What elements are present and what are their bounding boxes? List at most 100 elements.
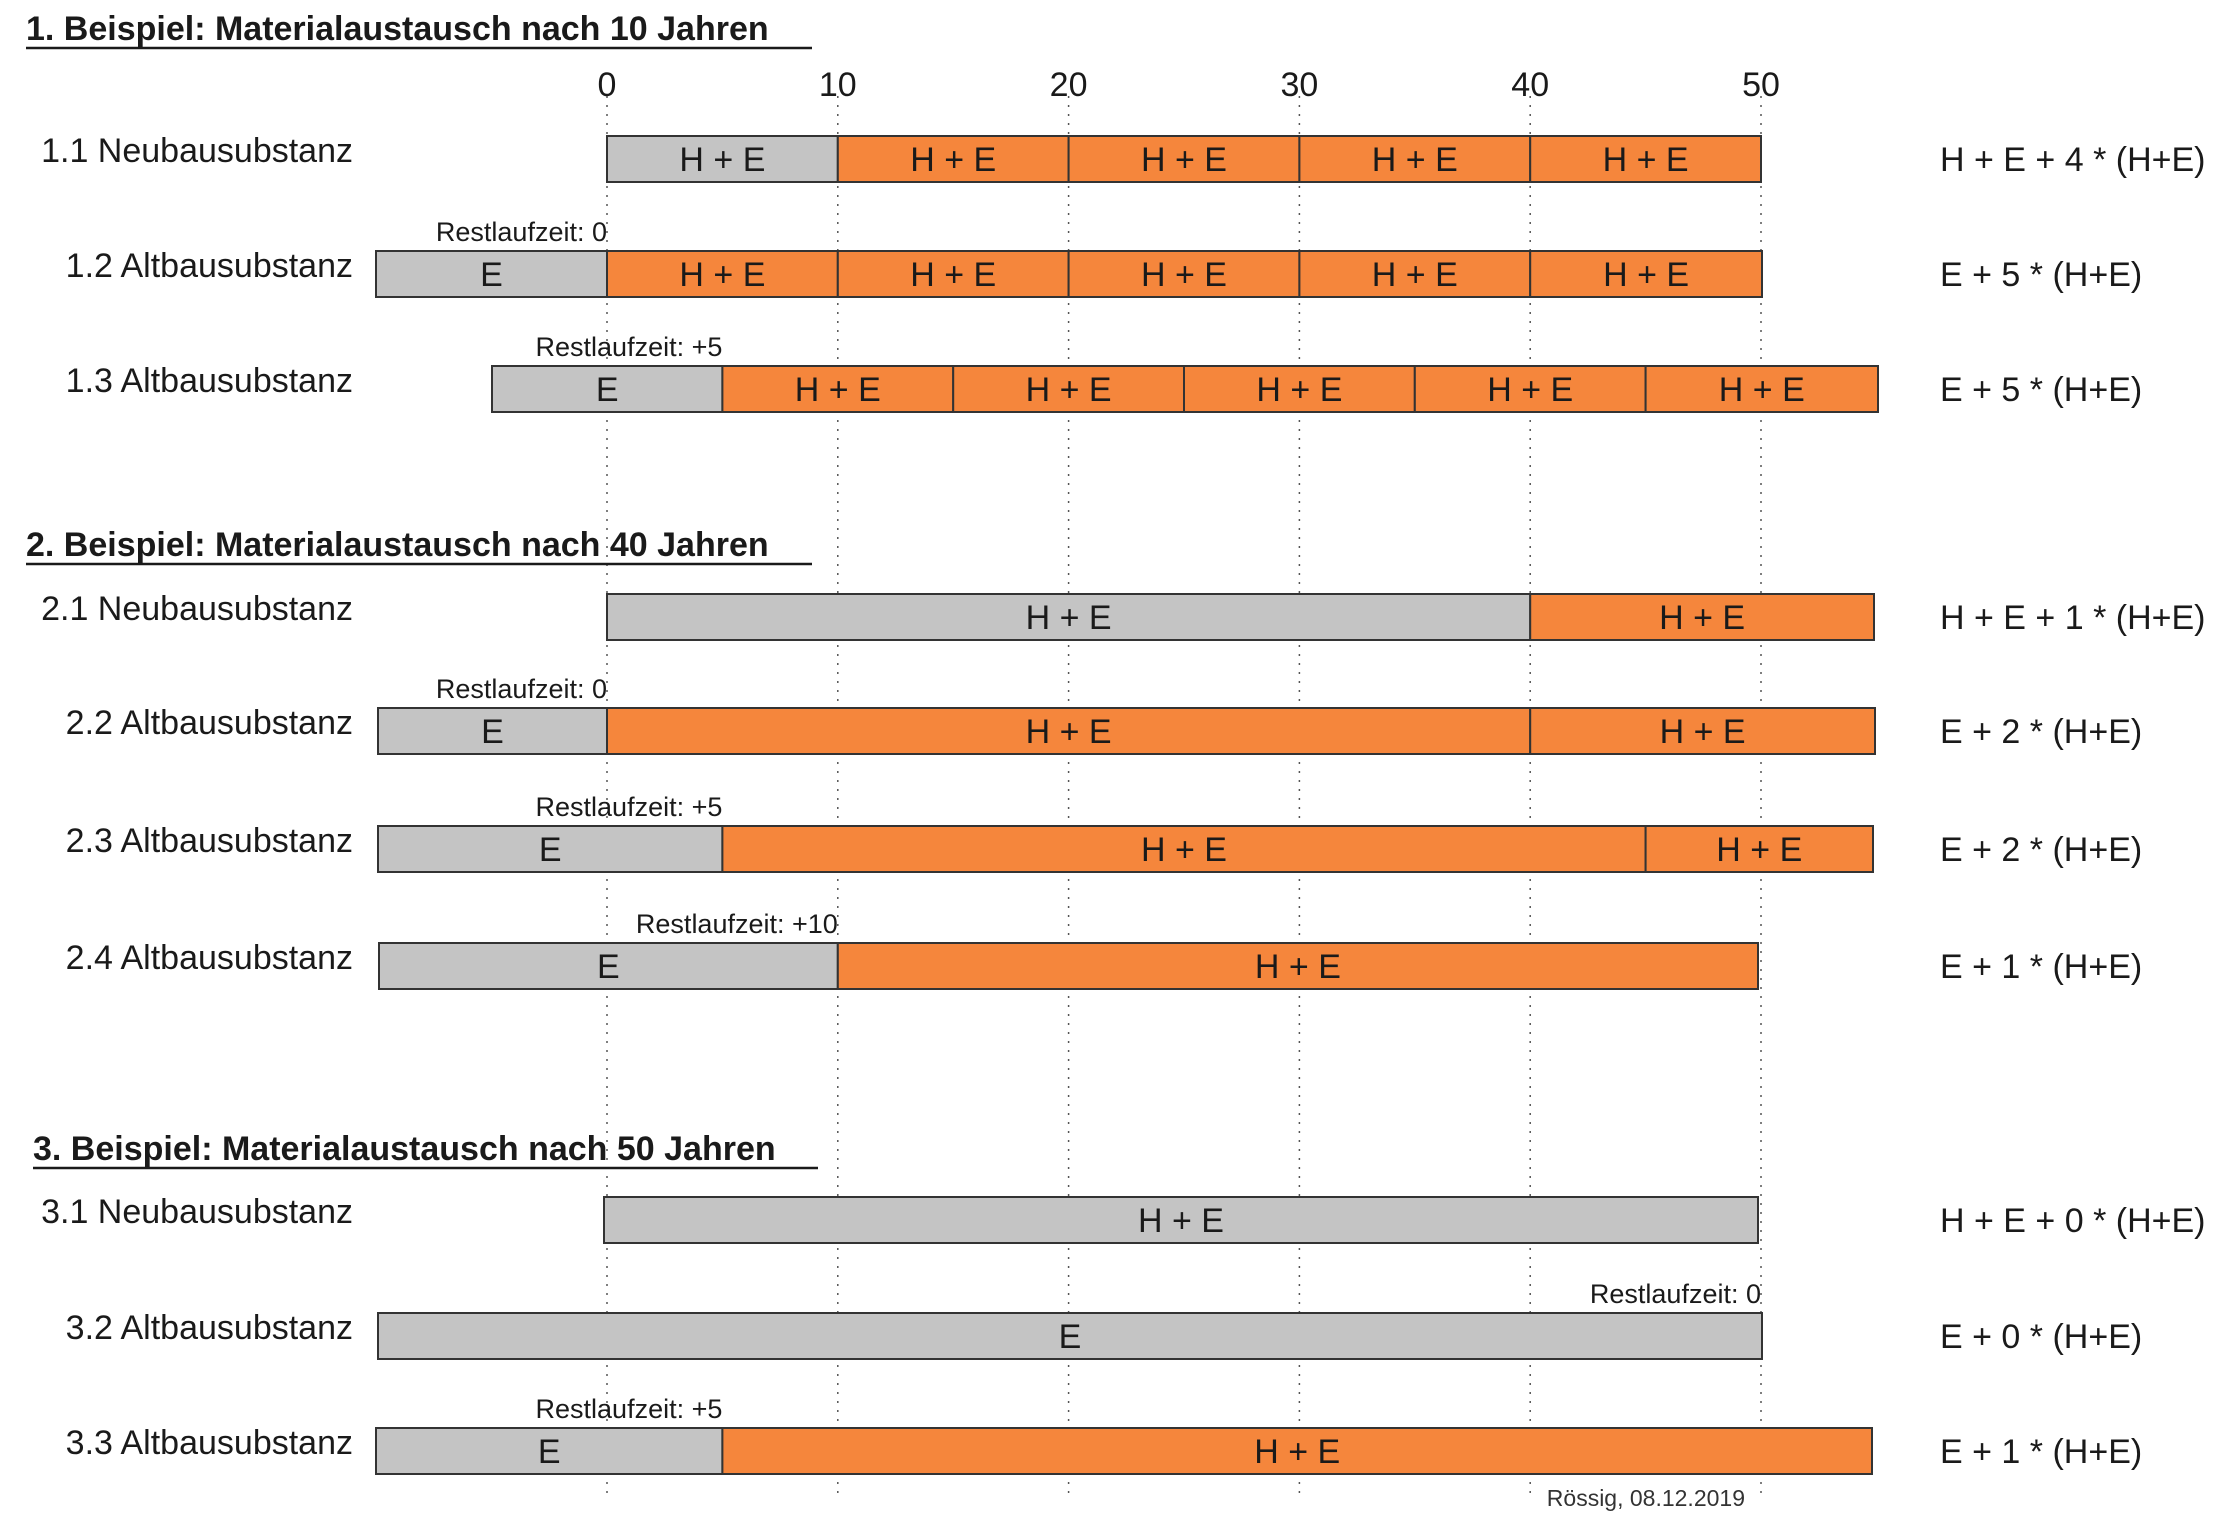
segment-label: E [538, 1433, 561, 1471]
row-2.1: 2.1 Neubausubstanz H + E + 1 * (H+E) H + E… [41, 590, 2206, 641]
segment-initial [377, 1312, 1763, 1360]
segment-label: H + E [1659, 599, 1745, 637]
segment-initial [377, 707, 608, 755]
segment-replacement [1529, 707, 1876, 755]
row-label: 3.3 Altbausubstanz [66, 1424, 353, 1462]
row-label: 1.1 Neubausubstanz [41, 132, 353, 170]
segment-label: H + E [795, 371, 881, 409]
row-2.4: 2.4 Altbausubstanz E + 1 * (H+E) E H + E Res… [66, 909, 2142, 990]
segment-label: H + E [1372, 256, 1458, 294]
row-formula: E + 2 * (H+E) [1940, 831, 2142, 869]
segment-replacement [1413, 365, 1647, 413]
restlaufzeit-label: Restlaufzeit: +10 [636, 909, 838, 939]
row-formula: E + 5 * (H+E) [1940, 371, 2142, 409]
axis-ticks: 0 10 20 30 40 50 [598, 66, 1780, 104]
row-formula: E + 2 * (H+E) [1940, 713, 2142, 751]
segment-replacement [1529, 250, 1763, 298]
section-title: 3. Beispiel: Materialaustausch nach 50 J… [33, 1130, 776, 1168]
segment-label: H + E [1256, 371, 1342, 409]
row-formula: H + E + 0 * (H+E) [1940, 1202, 2206, 1240]
row-3.1: 3.1 Neubausubstanz H + E + 0 * (H+E) H + E [41, 1193, 2206, 1244]
tick-label-40: 40 [1511, 66, 1549, 104]
segment-initial [377, 825, 724, 873]
restlaufzeit-label: Restlaufzeit: 0 [436, 674, 607, 704]
credit-text: Rössig, 08.12.2019 [1547, 1485, 1745, 1511]
row-1.1: 1.1 Neubausubstanz H + E + 4 * (H+E) H + E… [41, 132, 2206, 183]
row-label: 2.4 Altbausubstanz [66, 939, 353, 977]
row-3.3: 3.3 Altbausubstanz E + 1 * (H+E) E H + E Res… [66, 1394, 2142, 1475]
segment-label: H + E [1138, 1202, 1224, 1240]
segment-label: H + E [910, 256, 996, 294]
segment-label: H + E [1141, 831, 1227, 869]
section-2: 2. Beispiel: Materialaustausch nach 40 J… [26, 526, 2206, 990]
segment-replacement [721, 825, 1647, 873]
segment-label: H + E [910, 141, 996, 179]
segment-initial [378, 942, 839, 990]
segment-label: H + E [1026, 371, 1112, 409]
segment-label: H + E [1719, 371, 1805, 409]
segment-initial [375, 250, 608, 298]
row-3.2: 3.2 Altbausubstanz E + 0 * (H+E) E Restlauf… [66, 1279, 2142, 1360]
row-label: 1.3 Altbausubstanz [66, 362, 353, 400]
row-label: 2.1 Neubausubstanz [41, 590, 353, 628]
segment-label: H + E [1254, 1433, 1340, 1471]
row-label: 2.2 Altbausubstanz [66, 704, 353, 742]
segment-label: E [539, 831, 562, 869]
segment-replacement [836, 135, 1070, 183]
row-1.3: 1.3 Altbausubstanz E + 5 * (H+E) E H + E H +… [66, 332, 2142, 413]
row-formula: E + 1 * (H+E) [1940, 1433, 2142, 1471]
restlaufzeit-label: Restlaufzeit: 0 [436, 217, 607, 247]
segment-replacement [721, 1427, 1873, 1475]
tick-label-0: 0 [598, 66, 617, 104]
restlaufzeit-label: Restlaufzeit: +5 [536, 332, 723, 362]
segment-label: H + E [1603, 141, 1689, 179]
segment-label: E [480, 256, 503, 294]
tick-label-10: 10 [819, 66, 857, 104]
tick-label-30: 30 [1280, 66, 1318, 104]
row-formula: E + 0 * (H+E) [1940, 1318, 2142, 1356]
segment-label: H + E [1141, 141, 1227, 179]
segment-label: H + E [1603, 256, 1689, 294]
segment-replacement [1298, 135, 1532, 183]
tick-label-20: 20 [1050, 66, 1088, 104]
segment-label: E [1059, 1318, 1082, 1356]
row-formula: H + E + 4 * (H+E) [1940, 141, 2206, 179]
segment-replacement [1529, 135, 1762, 183]
segment-label: E [481, 713, 504, 751]
segment-replacement [1644, 365, 1879, 413]
tick-label-50: 50 [1742, 66, 1780, 104]
row-label: 3.2 Altbausubstanz [66, 1309, 353, 1347]
segment-label: H + E [679, 141, 765, 179]
section-3: 3. Beispiel: Materialaustausch nach 50 J… [33, 1130, 2206, 1475]
row-2.2: 2.2 Altbausubstanz E + 2 * (H+E) E H + E H +… [66, 674, 2142, 755]
restlaufzeit-label: Restlaufzeit: +5 [536, 792, 723, 822]
segment-label: H + E [679, 256, 765, 294]
segment-label: H + E [1660, 713, 1746, 751]
gridlines [606, 96, 1762, 1500]
row-1.2: 1.2 Altbausubstanz E + 5 * (H+E) E H + E H +… [66, 217, 2142, 298]
segment-label: H + E [1716, 831, 1802, 869]
section-title: 2. Beispiel: Materialaustausch nach 40 J… [26, 526, 769, 564]
segment-initial [606, 135, 839, 183]
segment-replacement [1644, 825, 1874, 873]
restlaufzeit-label: Restlaufzeit: 0 [1590, 1279, 1761, 1309]
row-formula: E + 1 * (H+E) [1940, 948, 2142, 986]
row-formula: E + 5 * (H+E) [1940, 256, 2142, 294]
restlaufzeit-label: Restlaufzeit: +5 [536, 1394, 723, 1424]
segment-label: H + E [1255, 948, 1341, 986]
segment-replacement [1067, 250, 1301, 298]
row-2.3: 2.3 Altbausubstanz E + 2 * (H+E) E H + E H +… [66, 792, 2142, 873]
segment-label: H + E [1372, 141, 1458, 179]
segment-initial [603, 1196, 1759, 1244]
segment-label: E [597, 948, 620, 986]
row-label: 3.1 Neubausubstanz [41, 1193, 353, 1231]
segment-label: H + E [1026, 599, 1112, 637]
sections: 1. Beispiel: Materialaustausch nach 10 J… [26, 10, 2206, 1475]
row-formula: H + E + 1 * (H+E) [1940, 599, 2206, 637]
segment-replacement [1529, 593, 1875, 641]
section-title: 1. Beispiel: Materialaustausch nach 10 J… [26, 10, 769, 48]
row-label: 2.3 Altbausubstanz [66, 822, 353, 860]
row-label: 1.2 Altbausubstanz [66, 247, 353, 285]
segment-replacement [836, 942, 1759, 990]
